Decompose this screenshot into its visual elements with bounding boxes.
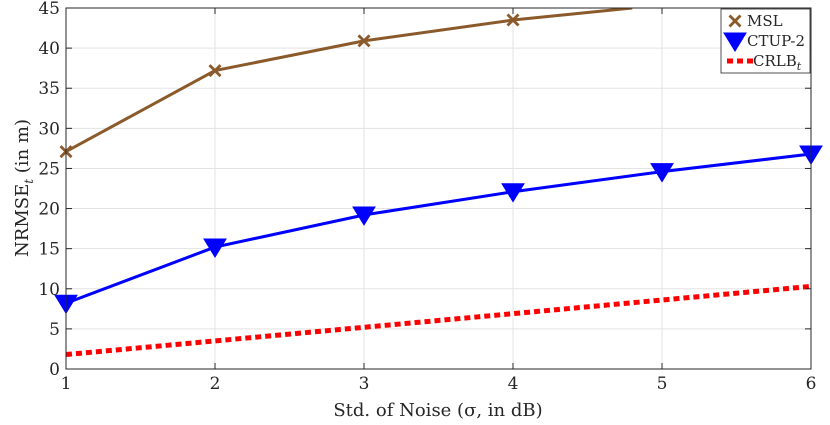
- x-tick-label-2: 3: [359, 374, 370, 394]
- x-tick-label-3: 4: [508, 374, 519, 394]
- y-tick-label-1: 5: [49, 320, 60, 340]
- data-point-msl-3: [506, 13, 520, 27]
- markers-layer: [54, 13, 823, 315]
- data-point-ctup-2-3: [501, 183, 525, 203]
- legend-label-ctup-2: CTUP-2: [747, 32, 805, 50]
- legend-item-ctup-2: CTUP-2: [723, 32, 805, 52]
- y-tick-label-4: 20: [38, 200, 60, 220]
- x-tick-label-5: 6: [806, 374, 817, 394]
- data-point-ctup-2-4: [650, 163, 674, 183]
- series-line-ctup-2: [66, 152, 811, 305]
- y-tick-label-5: 25: [38, 159, 60, 179]
- y-axis-label: NRMSEt (in m): [12, 119, 36, 257]
- legend-item-crlb: CRLBt: [727, 52, 802, 73]
- data-point-ctup-2-1: [203, 238, 227, 259]
- y-tick-label-6: 30: [38, 119, 60, 139]
- y-axis-label-tail: (in m): [12, 119, 33, 179]
- y-tick-label-8: 40: [38, 39, 60, 59]
- legend-item-msl: MSL: [728, 12, 783, 30]
- legend-swatch-msl: [728, 14, 742, 28]
- y-tick-label-7: 35: [38, 79, 60, 99]
- data-point-ctup-2-2: [352, 206, 376, 226]
- x-tick-label-1: 2: [210, 374, 221, 394]
- x-axis-label: Std. of Noise (σ, in dB): [333, 400, 542, 421]
- y-tick-label-3: 15: [38, 240, 60, 260]
- y-axis-label-base: NRMSE: [12, 184, 33, 257]
- x-tick-label-0: 1: [61, 374, 72, 394]
- plot-frame: [65, 7, 812, 370]
- plot-background: [66, 8, 811, 369]
- data-point-msl-1: [208, 64, 222, 78]
- legend-label-crlb: CRLBt: [753, 52, 802, 73]
- y-tick-label-2: 10: [38, 280, 60, 300]
- data-point-msl-2: [357, 34, 371, 48]
- y-tick-label-9: 45: [38, 0, 60, 19]
- series-line-crlb: [66, 283, 811, 358]
- legend-label-msl: MSL: [747, 12, 783, 30]
- y-tick-label-0: 0: [49, 360, 60, 380]
- x-tick-label-4: 5: [657, 374, 668, 394]
- legend: MSL CTUP-2 CRLBt: [720, 8, 811, 74]
- legend-swatch-ctup-2: [723, 32, 747, 52]
- y-axis-label-sub: t: [22, 179, 36, 184]
